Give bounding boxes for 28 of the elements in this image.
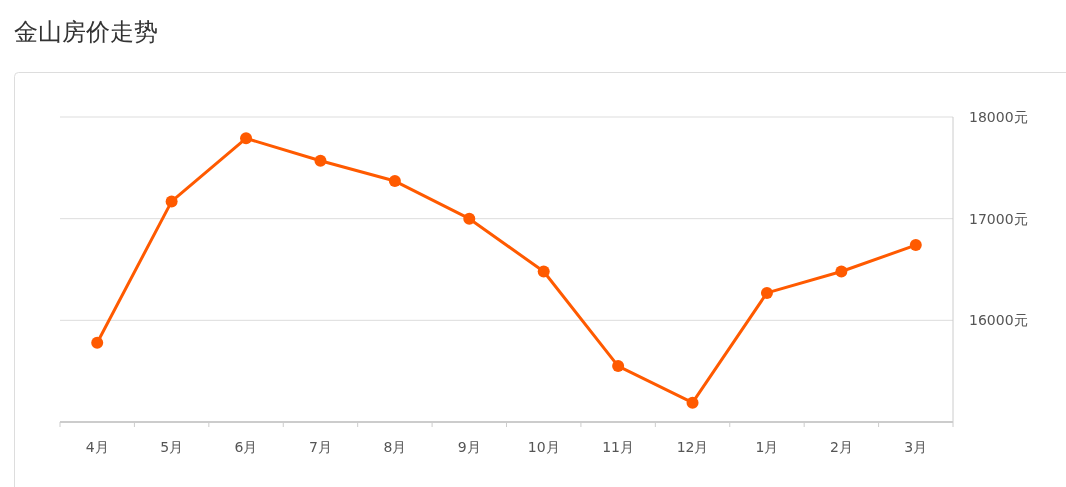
- point: [835, 265, 848, 278]
- point: [909, 239, 922, 252]
- x-tick-label: 4月: [85, 439, 109, 455]
- chart-title: 金山房价走势: [14, 18, 158, 46]
- point: [165, 195, 178, 208]
- x-tick-label: 8月: [383, 439, 407, 455]
- y-tick-label: 18000元: [969, 109, 1028, 125]
- point: [388, 175, 401, 188]
- x-tick-label: 10月: [527, 439, 560, 455]
- point: [537, 265, 550, 278]
- x-tick-label: 7月: [309, 439, 332, 455]
- x-tick-label: 2月: [829, 439, 853, 455]
- y-tick-label: 17000元: [969, 210, 1028, 227]
- x-tick-label: 9月: [457, 439, 481, 455]
- x-tick-label: 5月: [160, 439, 184, 455]
- x-tick-label: 3月: [904, 439, 928, 455]
- point: [760, 286, 773, 299]
- y-tick-label: 16000元: [969, 312, 1028, 329]
- x-tick-label: 12月: [676, 439, 709, 455]
- point: [612, 360, 625, 373]
- x-tick-label: 6月: [234, 439, 258, 455]
- x-tick-label: 11月: [602, 439, 635, 455]
- x-tick-label: 1月: [755, 439, 779, 455]
- point: [314, 154, 327, 167]
- point: [240, 132, 253, 145]
- point: [91, 336, 104, 349]
- point: [686, 396, 699, 409]
- point: [463, 212, 476, 225]
